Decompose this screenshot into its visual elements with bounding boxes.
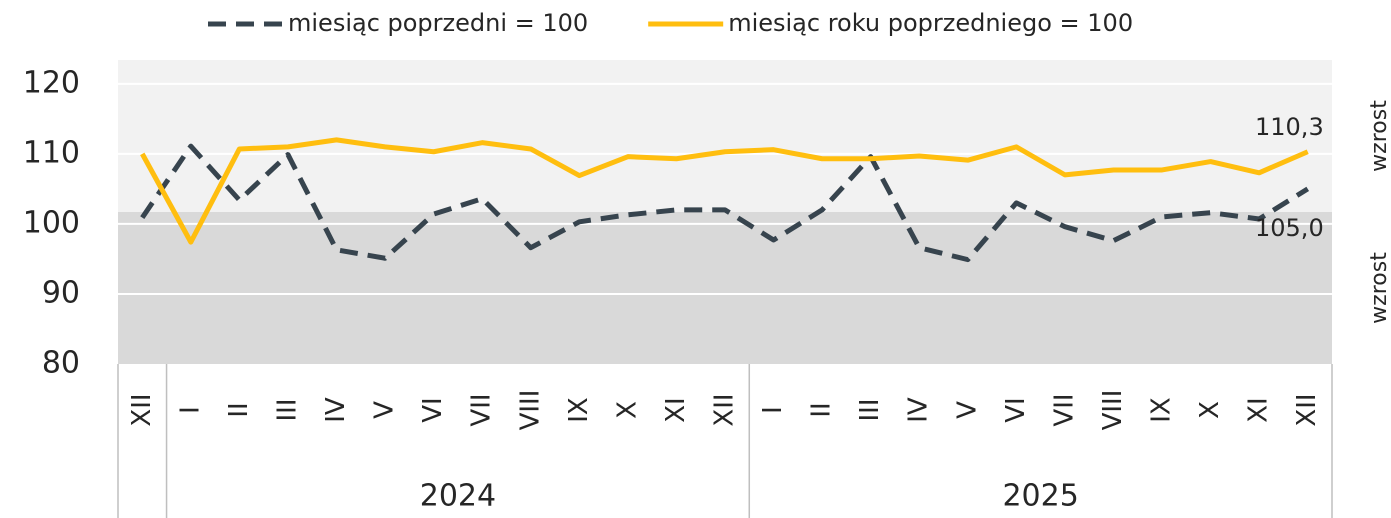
band-label: wzrost xyxy=(1367,252,1391,324)
legend-label: miesiąc roku poprzedniego = 100 xyxy=(728,9,1133,37)
group-label: 2024 xyxy=(420,479,496,514)
line xyxy=(140,137,1309,245)
x-tick-label: IV xyxy=(321,397,351,423)
x-tick-label: XI xyxy=(1244,397,1274,422)
x-tick-label: VII xyxy=(467,393,497,426)
x-tick-label: XII xyxy=(127,393,157,426)
x-tick-label: VI xyxy=(1001,397,1031,422)
y-tick-label: 90 xyxy=(42,275,80,310)
x-tick-label: X xyxy=(612,401,642,419)
line xyxy=(140,143,1310,263)
legend-label: miesiąc poprzedni = 100 xyxy=(288,9,588,37)
y-tick-label: 120 xyxy=(23,65,80,100)
x-tick-label: X xyxy=(1195,401,1225,419)
x-tick-label: VIII xyxy=(515,390,545,431)
x-tick-label: V xyxy=(952,401,982,419)
x-tick-label: II xyxy=(224,402,254,417)
y-tick-label: 80 xyxy=(42,346,80,381)
x-tick-label: XII xyxy=(1292,393,1322,426)
band xyxy=(118,60,1332,212)
x-tick-label: VI xyxy=(418,397,448,422)
x-tick-label: I xyxy=(758,406,788,414)
band xyxy=(118,212,1332,364)
x-tick-label: IX xyxy=(564,397,594,422)
value-label: 110,3 xyxy=(1255,113,1324,141)
value-label: 105,0 xyxy=(1255,214,1324,242)
x-tick-label: IX xyxy=(1147,397,1177,422)
x-tick-label: V xyxy=(370,401,400,419)
x-tick-label: I xyxy=(175,406,205,414)
x-tick-label: IV xyxy=(904,397,934,423)
x-tick-label: XII xyxy=(710,393,740,426)
x-tick-label: VII xyxy=(1049,393,1079,426)
y-tick-label: 100 xyxy=(23,205,80,240)
group-label: 2025 xyxy=(1002,479,1078,514)
x-tick-label: III xyxy=(855,398,885,421)
x-tick-label: II xyxy=(807,402,837,417)
x-tick-label: VIII xyxy=(1098,390,1128,431)
x-tick-label: III xyxy=(272,398,302,421)
band-label: wzrost xyxy=(1367,100,1391,172)
x-tick-label: XI xyxy=(661,397,691,422)
y-tick-label: 110 xyxy=(23,135,80,170)
